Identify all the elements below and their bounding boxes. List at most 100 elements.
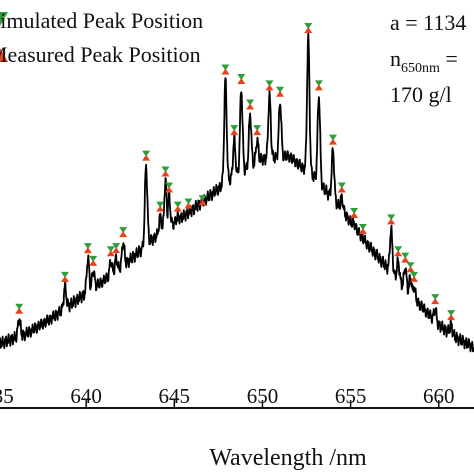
- peak-marker: [276, 86, 285, 97]
- simulated-peak-marker: [394, 246, 403, 253]
- peak-marker: [304, 23, 313, 33]
- measured-peak-marker: [83, 247, 92, 254]
- x-tick-label: 650: [247, 384, 279, 408]
- simulated-peak-marker: [406, 262, 415, 269]
- peak-marker: [142, 150, 151, 161]
- peak-marker: [237, 74, 246, 85]
- simulated-peak-marker: [142, 150, 151, 157]
- simulated-peak-marker: [350, 208, 359, 215]
- peak-marker: [314, 80, 323, 91]
- peak-marker: [161, 166, 170, 177]
- peak-marker: [394, 246, 403, 257]
- peak-marker: [230, 125, 239, 136]
- legend-marker-simulated: [0, 12, 8, 26]
- simulated-peak-marker: [184, 198, 193, 205]
- peak-marker: [401, 252, 410, 263]
- measured-peak-marker: [161, 170, 170, 177]
- measured-peak-marker: [246, 103, 255, 110]
- peak-marker: [431, 294, 440, 305]
- measured-peak-marker: [119, 231, 128, 238]
- peak-marker: [358, 223, 367, 234]
- peak-marker: [119, 227, 128, 238]
- simulated-peak-marker: [401, 252, 410, 259]
- simulated-peak-marker: [387, 214, 396, 221]
- measured-peak-marker: [387, 218, 396, 225]
- peak-marker: [89, 255, 98, 266]
- measured-peak-marker: [173, 205, 182, 212]
- peak-marker: [156, 201, 165, 212]
- peak-marker: [15, 303, 24, 314]
- measured-peak-marker: [447, 314, 456, 321]
- simulated-peak-marker: [165, 182, 174, 189]
- peak-marker: [350, 208, 359, 219]
- simulated-peak-marker: [431, 294, 440, 301]
- simulated-peak-marker: [106, 246, 115, 253]
- simulated-peak-marker: [337, 182, 346, 189]
- x-axis-label: Wavelength /nm: [209, 445, 367, 471]
- simulated-peak-marker: [265, 80, 274, 87]
- annotation-n-value: n650nm =: [390, 46, 458, 76]
- spectrum-line: [0, 32, 474, 353]
- legend-label-measured: Measured Peak Position: [0, 42, 201, 67]
- measured-peak-marker: [410, 275, 419, 282]
- measured-peak-marker: [165, 186, 174, 193]
- x-tick-label: 660: [423, 384, 455, 408]
- simulated-peak-marker: [161, 166, 170, 173]
- measured-peak-marker: [314, 84, 323, 91]
- peak-marker: [112, 243, 121, 254]
- annotation-a-value: a = 1134: [390, 10, 466, 35]
- simulated-peak-marker: [410, 271, 419, 278]
- measured-peak-marker: [431, 298, 440, 305]
- peak-marker: [246, 99, 255, 110]
- measured-peak-marker: [394, 250, 403, 257]
- simulated-peak-marker: [60, 271, 69, 278]
- simulated-peak-marker: [447, 310, 456, 317]
- measured-peak-marker: [265, 84, 274, 91]
- simulated-peak-marker: [314, 80, 323, 87]
- simulated-peak-marker: [237, 74, 246, 81]
- peak-marker: [406, 262, 415, 273]
- measured-peak-marker: [304, 27, 313, 33]
- peak-marker: [447, 310, 456, 321]
- measured-peak-marker: [156, 205, 165, 212]
- simulated-peak-marker: [89, 255, 98, 262]
- peak-marker: [265, 80, 274, 91]
- measured-peak-marker: [142, 154, 151, 161]
- measured-peak-marker: [89, 259, 98, 266]
- measured-peak-marker: [276, 90, 285, 97]
- peak-marker: [198, 195, 207, 206]
- simulated-peak-marker: [173, 201, 182, 208]
- simulated-peak-marker: [246, 99, 255, 106]
- measured-peak-marker: [106, 250, 115, 257]
- simulated-peak-marker: [253, 125, 262, 132]
- peak-marker: [410, 271, 419, 282]
- measured-peak-marker: [358, 227, 367, 234]
- x-tick-label: 635: [0, 384, 14, 408]
- peak-marker: [328, 134, 337, 145]
- measured-peak-marker: [328, 138, 337, 145]
- measured-peak-marker: [15, 307, 24, 314]
- measured-peak-marker: [337, 186, 346, 193]
- legend-label-simulated: Simulated Peak Position: [0, 8, 203, 33]
- simulated-peak-marker: [112, 243, 121, 250]
- simulated-peak-marker: [156, 201, 165, 208]
- measured-peak-marker: [198, 199, 207, 206]
- x-tick-label: 655: [335, 384, 367, 408]
- simulated-peak-marker: [198, 195, 207, 202]
- x-tick-label: 645: [159, 384, 191, 408]
- simulated-peak-marker: [304, 23, 313, 29]
- peak-marker: [173, 201, 182, 212]
- peak-marker: [387, 214, 396, 225]
- peak-marker: [184, 198, 193, 209]
- annotation-concentration: 170 g/l: [390, 82, 452, 107]
- simulated-peak-marker: [15, 303, 24, 310]
- peak-marker: [221, 64, 230, 75]
- x-tick-label: 640: [70, 384, 102, 408]
- simulated-peak-marker: [358, 223, 367, 230]
- peak-marker: [337, 182, 346, 193]
- measured-peak-marker: [230, 129, 239, 136]
- peak-marker: [253, 125, 262, 136]
- measured-peak-marker: [112, 247, 121, 254]
- simulated-peak-marker: [83, 243, 92, 250]
- measured-peak-marker: [406, 266, 415, 273]
